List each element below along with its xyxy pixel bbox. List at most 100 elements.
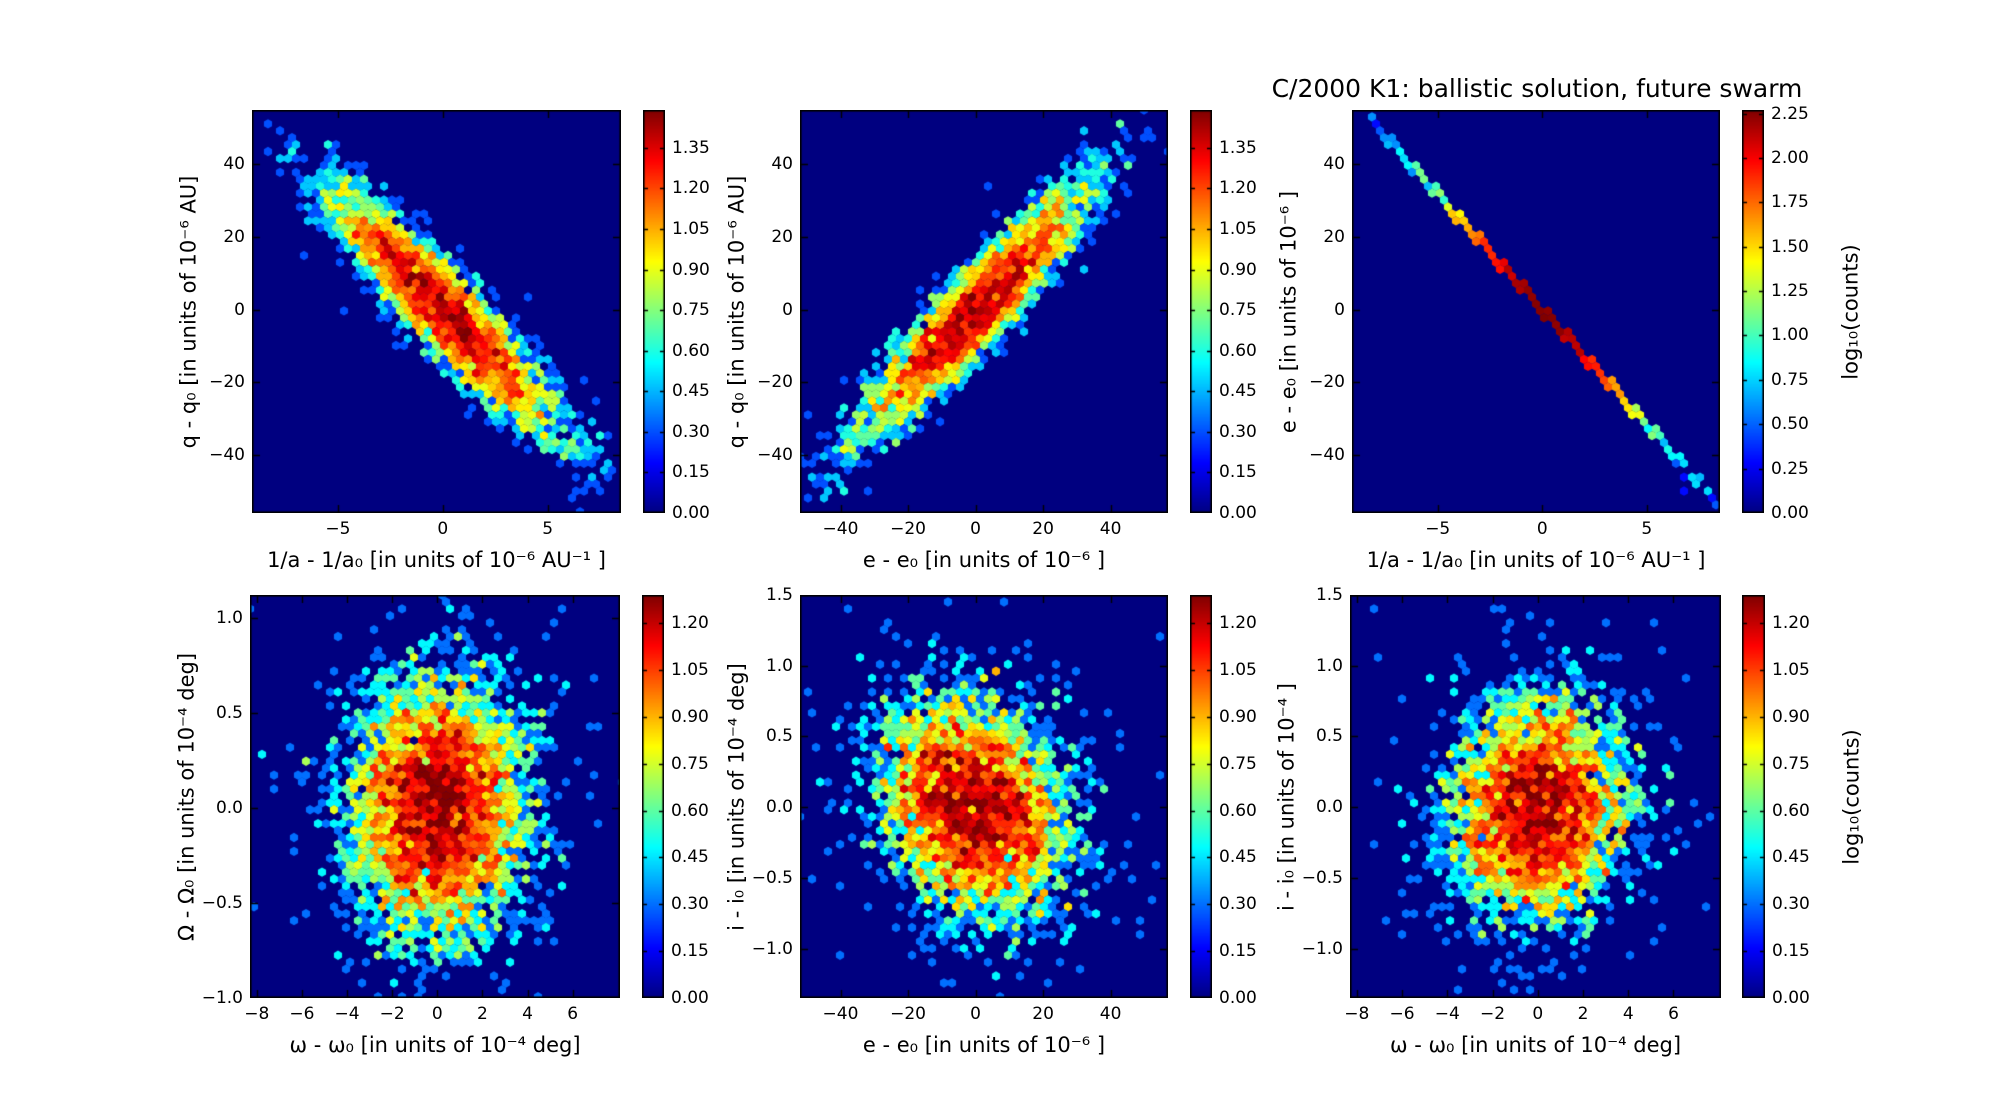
x-tick-label: 4 [522, 1004, 533, 1024]
y-tick-label: −20 [209, 372, 245, 393]
y-axis-label: i - i₀ [in units of 10⁻⁴ ] [1274, 682, 1298, 911]
x-tick-label: 40 [1099, 519, 1122, 539]
colorbar-tick-label: 1.05 [1219, 659, 1257, 680]
colorbar-tick-label: 0.60 [1772, 800, 1810, 821]
y-tick-label: 0.0 [1315, 797, 1343, 818]
x-tick-label: 6 [567, 1004, 579, 1024]
x-tick-label: −2 [1479, 1004, 1506, 1024]
y-tick-label: −1.0 [751, 938, 793, 959]
x-tick-label: −20 [890, 519, 926, 539]
colorbar-tick-label: 2.00 [1771, 147, 1809, 168]
y-tick-label: 0.5 [215, 702, 243, 723]
colorbar-tick-label: 0.15 [671, 941, 709, 962]
colorbar-e-vs-inverse-a [1742, 110, 1764, 513]
y-tick-label: −20 [757, 372, 793, 393]
figure-title: C/2000 K1: ballistic solution, future sw… [1271, 74, 1803, 103]
x-tick-label: −4 [1434, 1004, 1460, 1024]
y-tick-label: −0.5 [1301, 867, 1343, 888]
colorbar-tick-label: 0.15 [1219, 462, 1257, 483]
colorbar-axis-label: log₁₀(counts) [1838, 243, 1862, 380]
colorbar-Omega-vs-omega [642, 595, 664, 998]
x-axis-label: ω - ω₀ [in units of 10⁻⁴ deg] [1389, 1033, 1682, 1057]
x-tick-label: 4 [1622, 1004, 1634, 1024]
x-tick-label: −6 [289, 1004, 315, 1024]
colorbar-i-vs-e [1190, 595, 1212, 998]
colorbar-tick-label: 0.90 [1219, 259, 1257, 280]
y-tick-label: −20 [1309, 372, 1345, 393]
x-tick-label: −8 [1344, 1004, 1370, 1024]
colorbar-tick-label: 0.60 [671, 800, 709, 821]
y-tick-label: 40 [223, 154, 245, 175]
y-tick-label: 0.0 [215, 797, 243, 818]
colorbar-tick-label: 1.05 [1219, 219, 1257, 239]
x-tick-label: 0 [970, 519, 981, 539]
x-tick-label: 20 [1032, 519, 1054, 539]
colorbar-tick-label: 1.35 [672, 137, 710, 158]
hexbin-plot-q-vs-e [800, 110, 1168, 513]
y-tick-label: 40 [771, 154, 793, 175]
x-tick-label: −8 [244, 1004, 270, 1024]
x-tick-label: −6 [1389, 1004, 1415, 1024]
colorbar-q-vs-inverse-a [643, 110, 665, 513]
colorbar-tick-label: 0.45 [1219, 381, 1257, 402]
colorbar-tick-label: 0.30 [1219, 421, 1257, 442]
colorbar-tick-label: 0.75 [1772, 753, 1810, 774]
colorbar-tick-label: 1.20 [1219, 178, 1257, 199]
x-tick-label: 2 [476, 1004, 488, 1024]
colorbar-tick-label: 0.30 [1772, 894, 1810, 915]
colorbar-tick-label: 1.05 [672, 219, 710, 239]
colorbar-tick-label: 1.20 [671, 613, 709, 634]
x-tick-label: 2 [1577, 1004, 1589, 1024]
x-tick-label: −5 [325, 519, 351, 539]
y-tick-label: −1.0 [1301, 938, 1343, 959]
y-axis-label: q - q₀ [in units of 10⁻⁶ AU] [176, 175, 200, 448]
x-axis-label: e - e₀ [in units of 10⁻⁶ ] [862, 1033, 1106, 1057]
colorbar-tick-label: 0.30 [672, 421, 710, 442]
hexbin-plot-i-vs-e [800, 595, 1168, 998]
colorbar-tick-label: 0.00 [671, 988, 709, 1008]
colorbar-tick-label: 1.05 [671, 659, 709, 680]
colorbar-tick-label: 0.00 [1771, 503, 1809, 523]
y-tick-label: 1.0 [1315, 655, 1343, 676]
x-tick-label: 5 [542, 519, 554, 539]
hexbin-plot-q-vs-inverse-a [252, 110, 621, 513]
x-tick-label: −40 [822, 1004, 859, 1024]
x-tick-label: −4 [334, 1004, 360, 1024]
colorbar-tick-label: 1.05 [1772, 659, 1810, 680]
colorbar-tick-label: 0.75 [1771, 369, 1809, 390]
x-tick-label: 40 [1099, 1004, 1122, 1024]
y-tick-label: 1.0 [765, 655, 793, 676]
y-axis-label: e - e₀ [in units of 10⁻⁶ ] [1276, 190, 1300, 433]
y-tick-label: 1.0 [215, 607, 243, 628]
y-axis-label: i - i₀ [in units of 10⁻⁴ deg] [724, 662, 748, 931]
x-axis-label: e - e₀ [in units of 10⁻⁶ ] [862, 548, 1106, 572]
colorbar-i-vs-omega [1742, 595, 1765, 998]
y-tick-label: 20 [223, 227, 245, 248]
x-tick-label: 5 [1641, 519, 1653, 539]
y-tick-label: −40 [1309, 444, 1345, 465]
colorbar-tick-label: 1.75 [1771, 192, 1809, 213]
x-tick-label: 0 [1536, 519, 1548, 539]
colorbar-tick-label: 0.00 [1219, 988, 1257, 1008]
colorbar-tick-label: 1.20 [1219, 613, 1257, 634]
y-tick-label: 0 [234, 299, 245, 320]
x-tick-label: −40 [822, 519, 859, 539]
y-tick-label: 0.5 [765, 726, 793, 747]
y-tick-label: 20 [771, 227, 793, 248]
colorbar-tick-label: 0.75 [1219, 300, 1257, 321]
y-tick-label: −1.0 [201, 988, 243, 1008]
x-axis-label: 1/a - 1/a₀ [in units of 10⁻⁶ AU⁻¹ ] [267, 548, 606, 572]
colorbar-tick-label: 0.30 [671, 894, 709, 915]
colorbar-tick-label: 0.90 [671, 706, 709, 727]
y-tick-label: −0.5 [751, 867, 793, 888]
colorbar-axis-label: log₁₀(counts) [1839, 728, 1863, 865]
colorbar-tick-label: 1.20 [672, 178, 710, 199]
colorbar-tick-label: 1.50 [1771, 236, 1809, 257]
colorbar-tick-label: 0.50 [1771, 414, 1809, 435]
y-tick-label: 0 [782, 299, 793, 320]
y-axis-label: q - q₀ [in units of 10⁻⁶ AU] [724, 175, 748, 448]
x-axis-label: 1/a - 1/a₀ [in units of 10⁻⁶ AU⁻¹ ] [1366, 548, 1706, 572]
y-axis-label: Ω - Ω₀ [in units of 10⁻⁴ deg] [174, 652, 198, 941]
colorbar-tick-label: 0.15 [1219, 941, 1257, 962]
